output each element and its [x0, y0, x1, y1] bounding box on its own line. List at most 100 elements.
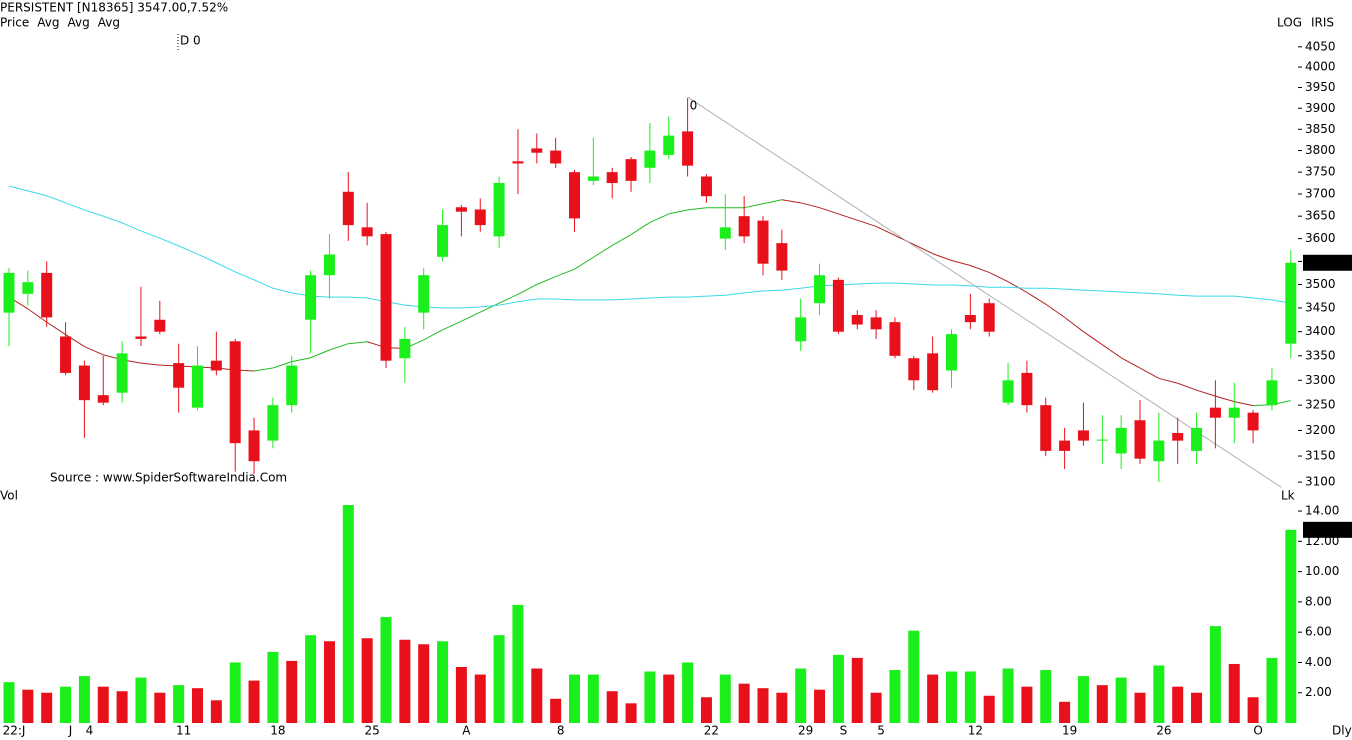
x-tick-label: O: [1253, 724, 1262, 738]
volume-bar: [1002, 668, 1014, 723]
x-tick-label: 19: [1062, 724, 1077, 738]
candle-body: [1266, 380, 1278, 406]
candle-body: [1172, 432, 1184, 441]
candle-body: [305, 275, 317, 320]
candle-body: [342, 191, 354, 226]
average-segment: [988, 271, 1009, 283]
volume-tick-label: 6.00: [1305, 625, 1332, 639]
average-segment: [762, 199, 782, 205]
scale-label: LOG: [1277, 16, 1302, 30]
candle-body: [757, 220, 769, 264]
candle-body: [267, 405, 279, 441]
average-segment: [423, 329, 443, 341]
candle-body: [870, 317, 882, 330]
volume-bar: [342, 505, 354, 723]
candle-body: [700, 176, 712, 197]
volume-bar: [116, 691, 128, 723]
y-tick-label: 3650: [1305, 209, 1336, 223]
y-tick-label: 3100: [1305, 475, 1336, 489]
volume-bar: [286, 660, 298, 723]
last-price-box: [1303, 254, 1352, 271]
volume-bar: [889, 670, 901, 723]
volume-bar: [606, 691, 618, 723]
last-volume-box: [1303, 521, 1352, 538]
volume-bar: [60, 686, 72, 723]
volume-bar: [738, 683, 750, 723]
volume-bar: [3, 682, 15, 723]
candle-body: [1228, 407, 1240, 418]
volume-tick-label: 8.00: [1305, 594, 1332, 608]
volume-bar: [946, 671, 957, 723]
average-segment: [291, 357, 311, 363]
candle-body: [512, 161, 524, 164]
average-line: [8, 185, 1291, 309]
trendline-label: 0: [690, 99, 698, 113]
candle-body: [587, 176, 599, 181]
candle-body: [1059, 440, 1071, 451]
candle-body: [1115, 427, 1127, 454]
volume-bar: [1021, 686, 1033, 723]
average-segment: [46, 321, 66, 335]
volume-bar: [1134, 692, 1146, 723]
change: 7.52%: [190, 1, 228, 15]
volume-bar: [908, 630, 920, 723]
x-tick-label: A: [462, 724, 471, 738]
volume-bar: [1153, 665, 1165, 723]
candle-body: [361, 227, 373, 237]
trendline: [687, 96, 1282, 488]
candle-body: [1247, 412, 1259, 431]
volume-bar: [700, 697, 712, 723]
candle-body: [1002, 380, 1014, 403]
candle-body: [60, 336, 72, 373]
y-tick-label: 4050: [1305, 39, 1336, 53]
candle-body: [964, 315, 976, 323]
average-segment: [574, 256, 594, 270]
candle-body: [1191, 427, 1203, 451]
volume-bar: [927, 674, 939, 723]
candle-body: [946, 334, 957, 371]
average-segment: [857, 219, 877, 227]
candle-body: [814, 275, 826, 304]
x-tick-label: 25: [365, 724, 380, 738]
average-segment: [838, 213, 858, 221]
volume-bar: [814, 689, 826, 723]
volume-bar: [97, 686, 109, 723]
average-segment: [1196, 389, 1216, 397]
x-tick-label: 12: [968, 724, 983, 738]
volume-title: Vol: [0, 489, 18, 503]
volume-bar: [210, 700, 222, 723]
average-segment: [253, 367, 273, 372]
candle-body: [1209, 407, 1221, 418]
x-tick-label: 4: [86, 724, 94, 738]
legend-entry: Avg: [98, 16, 120, 30]
volume-bar: [625, 703, 637, 723]
volume-bar: [323, 641, 335, 723]
candle-body: [97, 395, 109, 403]
candle-body: [644, 150, 656, 168]
candle-body: [3, 272, 15, 313]
link-label: Lk: [1281, 489, 1295, 503]
candle-body: [569, 172, 580, 219]
symbol: PERSISTENT [N18365] 3547.00,: [0, 1, 191, 15]
average-segment: [27, 308, 47, 323]
average-segment: [951, 259, 971, 267]
volume-tick-label: 10.00: [1305, 564, 1339, 578]
candle-body: [1040, 405, 1052, 451]
volume-bar: [1115, 677, 1127, 723]
average-segment: [1007, 281, 1028, 293]
candle-body: [795, 317, 807, 342]
y-tick-label: 3350: [1305, 348, 1336, 362]
volume-bar: [248, 680, 260, 723]
y-tick-label: 3850: [1305, 122, 1336, 136]
y-tick-label: 3950: [1305, 80, 1336, 94]
candle-body: [229, 341, 241, 444]
x-tick-label: 18: [270, 724, 285, 738]
volume-bar: [550, 698, 562, 723]
candle-body: [1153, 440, 1165, 462]
average-segment: [800, 202, 820, 209]
y-tick-label: 3750: [1305, 165, 1336, 179]
candle-body: [418, 275, 430, 313]
volume-bar: [1209, 626, 1221, 723]
candle-body: [192, 365, 203, 408]
